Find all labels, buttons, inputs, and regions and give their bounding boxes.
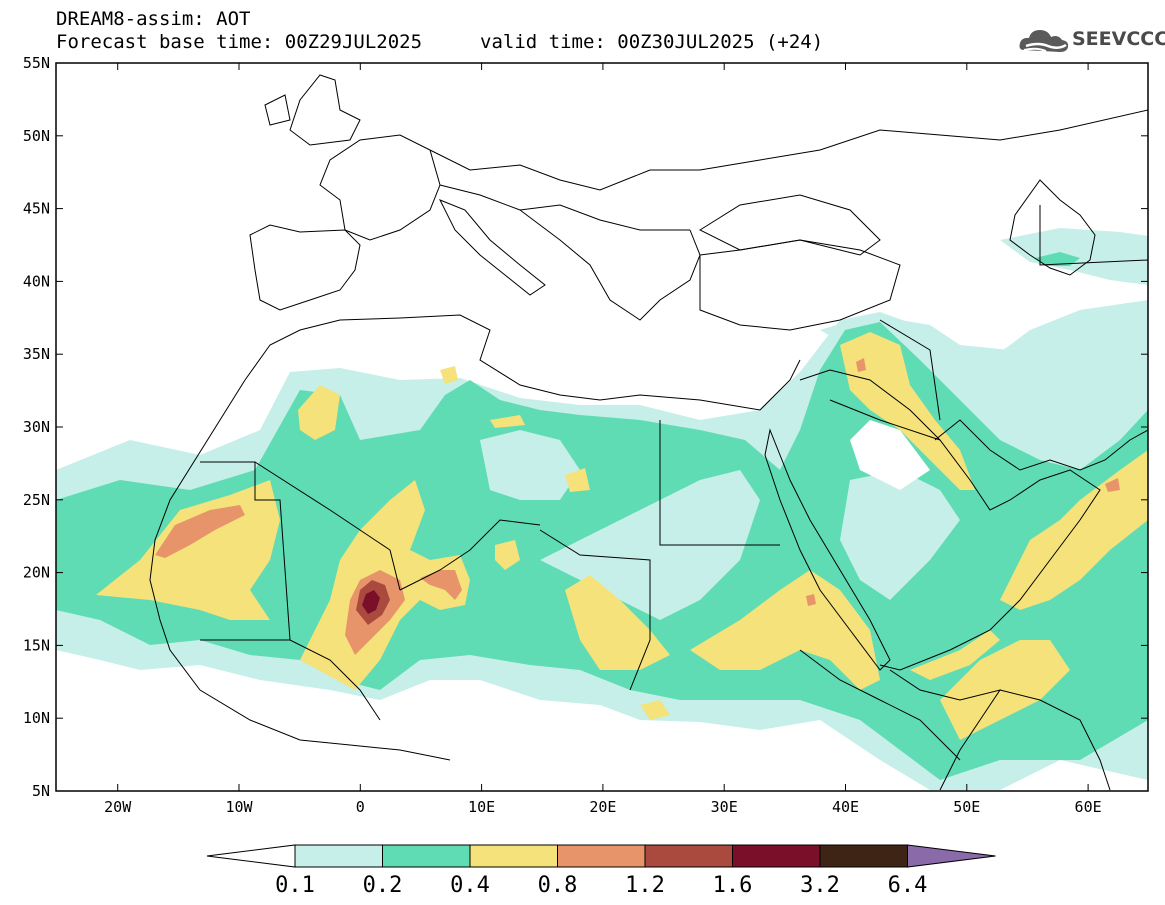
aot-field-0-8-oman	[1105, 478, 1120, 492]
aot-field-1-6	[362, 590, 380, 614]
coastline-caspian	[1009, 179, 1096, 276]
colorbar-box	[819, 844, 908, 868]
lat-label: 45N	[23, 200, 50, 218]
aot-field-0-2-caspian	[1035, 252, 1080, 266]
aot-field-0-4-chad	[565, 575, 670, 670]
coastline-ireland	[264, 94, 291, 126]
aot-field-0-1-hole-arabia	[840, 470, 960, 600]
valid-time: valid time: 00Z30JUL2025 (+24)	[480, 31, 824, 53]
colorbar-box	[294, 844, 383, 868]
aot-field-0-4-yemen	[910, 630, 1000, 680]
border-europe-central	[439, 184, 690, 231]
coastline-gulf-of-aden	[999, 689, 1111, 791]
colorbar-box	[382, 844, 471, 868]
lon-label: 20E	[589, 798, 616, 816]
lat-label: 20N	[23, 564, 50, 582]
colorbar-level-label: 0.1	[275, 873, 315, 898]
colorbar-over-triangle	[907, 844, 996, 868]
colorbar-level-label: 0.8	[538, 873, 578, 898]
colorbar-box	[469, 844, 558, 868]
colorbar-level-label: 1.2	[625, 873, 665, 898]
border-iran-iraq	[879, 319, 941, 421]
forecast-base-time: Forecast base time: 00Z29JUL2025	[56, 31, 423, 53]
border-arabia	[829, 399, 941, 441]
lon-label: 30E	[711, 798, 738, 816]
colorbar-box	[557, 844, 646, 868]
longitude-axis: 20W 10W 0 10E 20E 30E 40E 50E 60E	[104, 63, 1102, 816]
coastline-red-sea	[764, 428, 891, 671]
border-central-asia	[1039, 205, 1148, 266]
lat-label: 55N	[23, 54, 50, 72]
logo-text: SEEVCCC	[1072, 28, 1165, 50]
aot-field-0-4-somalia	[940, 640, 1070, 740]
coastline-uk	[289, 74, 361, 146]
lat-label: 5N	[32, 782, 50, 800]
border-mali-south	[200, 639, 381, 721]
border-algeria-niger	[399, 519, 541, 591]
border-libya-egypt	[659, 420, 780, 546]
lat-label: 10N	[23, 709, 50, 727]
cloud-icon	[1019, 30, 1069, 52]
border-mauritania-mali	[254, 461, 401, 591]
border-western-sahara	[200, 461, 291, 641]
coastline-france	[319, 134, 441, 241]
aot-field-0-8-iraq	[856, 358, 866, 372]
aot-field-0-4-morocco	[298, 385, 340, 440]
colorbar-under-triangle	[206, 844, 296, 868]
colorbar-level-label: 3.2	[800, 873, 840, 898]
lon-label: 20W	[104, 798, 132, 816]
lat-label: 40N	[23, 272, 50, 290]
aot-field-white-arabia	[850, 420, 930, 490]
coastline-italy	[438, 199, 546, 296]
aot-field-0-4-iraq	[840, 332, 975, 490]
coastline-persian-gulf	[934, 419, 1148, 471]
aot-field-0-4-small-2	[490, 415, 525, 428]
lon-label: 40E	[832, 798, 859, 816]
lat-label: 35N	[23, 345, 50, 363]
colorbar: 0.1 0.2 0.4 0.8 1.2 1.6 3.2 6.4	[206, 844, 996, 898]
colorbar-box	[644, 844, 733, 868]
seevccc-logo: SEEVCCC	[1018, 22, 1165, 58]
aot-field-0-4-small-3	[565, 468, 590, 492]
border-ethiopia	[799, 649, 961, 761]
colorbar-level-label: 1.6	[713, 873, 753, 898]
lat-label: 30N	[23, 418, 50, 436]
aot-field-0-1-hole-libya	[480, 430, 580, 500]
aot-field-0-8-sudan	[806, 594, 816, 606]
product-title: DREAM8-assim: AOT	[56, 8, 251, 30]
aot-field-0-4-small-4	[640, 700, 670, 720]
colorbar-level-label: 6.4	[888, 873, 928, 898]
lon-label: 60E	[1075, 798, 1102, 816]
lon-label: 10E	[468, 798, 495, 816]
coastline-balkans	[519, 209, 701, 321]
coastline-iberia	[249, 224, 361, 311]
border-europe-north	[429, 109, 1148, 191]
aot-field-0-8-niger	[420, 570, 462, 600]
latitude-axis: 55N 50N 45N 40N 35N 30N 25N 20N 15N 10N 5N	[23, 54, 1148, 800]
lon-label: 10W	[225, 798, 253, 816]
lat-label: 15N	[23, 636, 50, 654]
aot-field-0-4-sudan	[690, 570, 880, 690]
aot-field-0-4-small-1	[495, 540, 520, 570]
coastline-north-africa	[244, 314, 801, 411]
border-sudan	[539, 529, 651, 691]
colorbar-level-label: 0.4	[450, 873, 490, 898]
coastline-west-africa	[149, 379, 451, 761]
colorbar-level-label: 0.2	[363, 873, 403, 898]
aot-field-0-8-west	[155, 505, 245, 558]
aot-contour-fields	[56, 228, 1148, 790]
aot-field-0-4-small-5	[440, 366, 458, 384]
coastline-arabia	[799, 369, 1101, 671]
lat-label: 50N	[23, 127, 50, 145]
lat-label: 25N	[23, 491, 50, 509]
lon-label: 0	[356, 798, 365, 816]
coastline-black-sea	[698, 194, 881, 256]
lon-label: 50E	[953, 798, 980, 816]
colorbar-box	[732, 844, 821, 868]
coastlines-borders	[149, 74, 1148, 791]
